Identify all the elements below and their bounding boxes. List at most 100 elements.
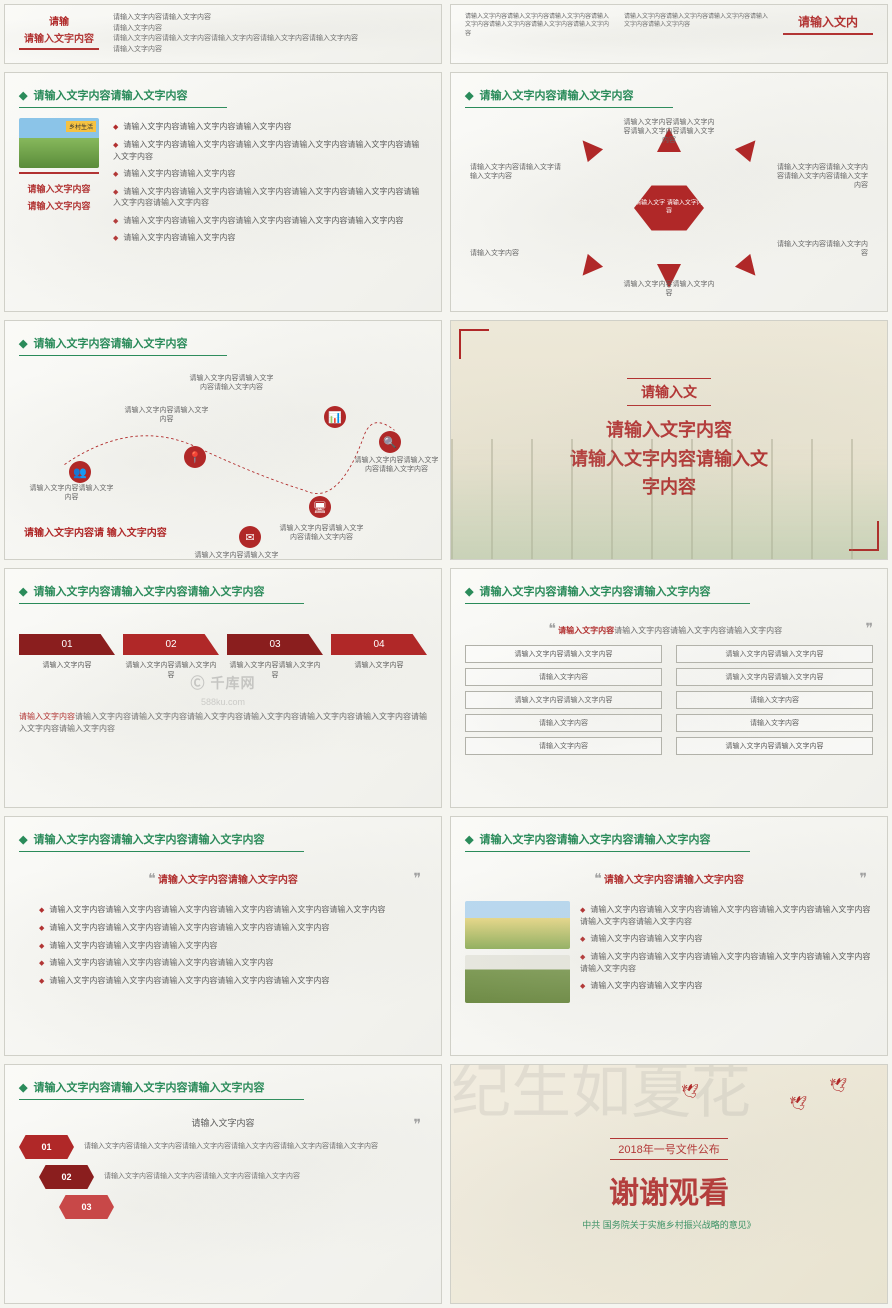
arrow-icon [575, 254, 603, 282]
section-tag: 请输入文 [627, 378, 711, 406]
slide-title: 请输入文字内容请输入文字内容 [19, 87, 227, 108]
info-box: 请输入文字内容请输入文字内容 [465, 645, 662, 663]
slide-hex-timeline: 请输入文字内容请输入文字内容请输入文字内容 请输入文字内容 ❞ 01 请输入文字内… [4, 1064, 442, 1304]
slide-hexagon-arrows: 请输入文字内容请输入文字内容 请输入文字 请输入文字内容 请输入文字内容请输入文… [450, 72, 888, 312]
path-node-icon: ✉ [239, 526, 261, 548]
bullet-item: 请输入文字内容请输入文字内容请输入文字内容请输入文字内容请输入文字内容请输入文字… [580, 948, 873, 977]
info-box: 请输入文字内容请输入文字内容 [465, 691, 662, 709]
slide-title: 请输入文字内容请输入文字内容 [19, 335, 227, 356]
slide-image-bullets: 请输入文字内容请输入文字内容 请输入文字内容 请输入文字内容 请输入文字内容请输… [4, 72, 442, 312]
slide-title: 请输入文字内容请输入文字内容请输入文字内容 [19, 1079, 304, 1100]
timeline-text: 请输入文字内容请输入文字内容请输入文字内容请输入文字内容 [104, 1172, 427, 1182]
text-col: 请输入文字内容请输入文字内容请输入文字内容请输入文字内容请输入文字内容请输入文字… [465, 13, 614, 38]
caption: 请输入文字内容请 输入文字内容 [24, 527, 167, 541]
quote: ❝ 请输入文字内容请输入文字内容 ❞ [19, 870, 427, 887]
slide-2-partial: 请输入文字内容请输入文字内容请输入文字内容请输入文字内容请输入文字内容请输入文字… [450, 4, 888, 64]
box-column: 请输入文字内容请输入文字内容请输入文字内容请输入文字内容请输入文字内容请输入文字… [465, 645, 662, 760]
step: 04 请输入文字内容 [331, 634, 427, 681]
slide-images-bullets: 请输入文字内容请输入文字内容请输入文字内容 ❝ 请输入文字内容请输入文字内容 ❞… [450, 816, 888, 1056]
sub-heading: 请输入文字内容 ❞ [19, 1116, 427, 1129]
bird-icon: 🕊 [789, 1095, 807, 1112]
info-box: 请输入文字内容 [465, 714, 662, 732]
illustration-village [19, 118, 99, 168]
path-node-label: 请输入文字内容请输入文字内容 [124, 406, 209, 424]
bullet-item: 请输入文字内容请输入文字内容请输入文字内容请输入文字内容请输入文字内容请输入文字… [39, 901, 407, 919]
path-node-label: 请输入文字内容请输入文字内容请输入文字内容 [354, 456, 439, 474]
step-label: 请输入文字内容请输入文字内容 [123, 661, 219, 681]
info-box: 请输入文字内容 [676, 691, 873, 709]
quote: ❝ 请输入文字内容请输入文字内容请输入文字内容请输入文字内容 ❞ [465, 620, 873, 637]
step-label: 请输入文字内容 [331, 661, 427, 671]
step-label: 请输入文字内容 [19, 661, 115, 671]
path-node-label: 请输入文字内容请输入文字内容请输入文字内容 [279, 524, 364, 542]
calligraphy-bg: 纪生如夏花 [451, 1065, 887, 1303]
info-box: 请输入文字内容 [465, 737, 662, 755]
step: 02 请输入文字内容请输入文字内容 [123, 634, 219, 681]
label: 请输入文内 [783, 13, 873, 35]
info-box: 请输入文字内容 [676, 714, 873, 732]
node-label: 请输入文字内容请输入文字内容 [773, 240, 868, 258]
node-label: 请输入文字内容请输入文字内容请输入文字内容请输入文字内容 [622, 118, 717, 145]
caption: 请输入文字内容 [19, 197, 99, 214]
timeline-row: 02 请输入文字内容请输入文字内容请输入文字内容请输入文字内容 [19, 1165, 427, 1189]
slide-steps: 请输入文字内容请输入文字内容请输入文字内容 01请输入文字内容02请输入文字内容… [4, 568, 442, 808]
info-box: 请输入文字内容 [465, 668, 662, 686]
path-node-label: 请输入文字内容请输入文字内容请输入文字内容 [194, 551, 279, 560]
bullet-item: 请输入文字内容请输入文字内容请输入文字内容请输入文字内容请输入文字内容请输入文字… [580, 901, 873, 930]
path-node-label: 请输入文字内容请输入文字内容请输入文字内容 [189, 374, 274, 392]
bullet-item: 请输入文字内容请输入文字内容请输入文字内容 [39, 937, 407, 955]
slide-title: 请输入文字内容请输入文字内容请输入文字内容 [465, 583, 750, 604]
quote: ❝ 请输入文字内容请输入文字内容 ❞ [465, 870, 873, 887]
slide-title: 请输入文字内容请输入文字内容 [465, 87, 673, 108]
text-col: 请输入文字内容请输入文字内容请输入文字内容请输入文字内容请输入文字内容 [624, 13, 773, 38]
node-label: 请输入文字内容请输入文字请输入文字内容 [470, 163, 565, 181]
bullet-item: 请输入文字内容请输入文字内容请输入文字内容请输入文字内容 [39, 954, 407, 972]
slide-section-divider: 请输入文 请输入文字内容 请输入文字内容请输入文 字内容 [450, 320, 888, 560]
corner-ornament [459, 329, 489, 359]
path-node-icon: 👥 [69, 461, 91, 483]
node-label: 请输入文字内容请输入文字内容 [622, 280, 717, 298]
step-tab: 01 [19, 634, 115, 655]
bullet-item: 请输入文字内容请输入文字内容请输入文字内容请输入文字内容请输入文字内容 [39, 972, 407, 990]
path-node-icon: 📍 [184, 446, 206, 468]
step: 03 请输入文字内容请输入文字内容 [227, 634, 323, 681]
bullet-list: 请输入文字内容请输入文字内容请输入文字内容请输入文字内容请输入文字内容请输入文字… [580, 901, 873, 1009]
slide-thanks: 纪生如夏花 🕊 🕊 🕊 2018年一号文件公布 谢谢观看 中共 国务院关于实施乡… [450, 1064, 888, 1304]
path-node-label: 请输入文字内容请输入文字内容 [29, 484, 114, 502]
caption: 请输入文字内容 [19, 180, 99, 197]
step-tab: 02 [123, 634, 219, 655]
step-tab: 03 [227, 634, 323, 655]
hex-badge: 01 [19, 1135, 74, 1159]
timeline-row: 01 请输入文字内容请输入文字内容请输入文字内容请输入文字内容请输入文字内容请输入… [19, 1135, 427, 1159]
illustration-field [465, 901, 570, 949]
slide-wavy-path: 请输入文字内容请输入文字内容 请输入文字内容请 输入文字内容 👥请输入文字内容请… [4, 320, 442, 560]
path-node-icon: 🔍 [379, 431, 401, 453]
section-heading: 请输入文字内容 请输入文字内容请输入文 字内容 [570, 416, 768, 502]
info-box: 请输入文字内容请输入文字内容 [676, 668, 873, 686]
label: 请输入文字内容 [19, 30, 99, 50]
bullet-item: 请输入文字内容请输入文字内容请输入文字内容请输入文字内容请输入文字内容 [39, 919, 407, 937]
label: 请输 [19, 13, 99, 28]
bullet-list: 请输入文字内容请输入文字内容请输入文字内容 请输入文字内容请输入文字内容请输入文… [113, 118, 427, 247]
step-tab: 04 [331, 634, 427, 655]
hex-badge: 02 [39, 1165, 94, 1189]
info-box: 请输入文字内容请输入文字内容 [676, 737, 873, 755]
bullet-list: 请输入文字内容请输入文字内容请输入文字内容请输入文字内容请输入文字内容请输入文字… [19, 901, 427, 990]
step-label: 请输入文字内容请输入文字内容 [227, 661, 323, 681]
step: 01 请输入文字内容 [19, 634, 115, 681]
info-box: 请输入文字内容请输入文字内容 [676, 645, 873, 663]
node-label: 请输入文字内容请输入文字内容请输入文字内容请输入文字内容 [773, 163, 868, 190]
bullet-item: 请输入文字内容请输入文字内容 [580, 977, 873, 995]
timeline-text: 请输入文字内容请输入文字内容请输入文字内容请输入文字内容请输入文字内容请输入文字… [84, 1142, 427, 1152]
arrow-icon [575, 134, 603, 162]
bird-icon: 🕊 [829, 1077, 847, 1094]
node-label: 请输入文字内容 [470, 249, 565, 258]
text-block: 请输入文字内容请输入文字内容 请输入文字内容 请输入文字内容请输入文字内容请输入… [113, 13, 427, 55]
arrow-icon [735, 134, 763, 162]
slide-quote-bullets: 请输入文字内容请输入文字内容请输入文字内容 ❝ 请输入文字内容请输入文字内容 ❞… [4, 816, 442, 1056]
arrow-icon [735, 254, 763, 282]
slide-title: 请输入文字内容请输入文字内容请输入文字内容 [19, 831, 304, 852]
path-node-icon: 📊 [324, 406, 346, 428]
hex-center: 请输入文字 请输入文字内容 [634, 186, 704, 231]
slide-quote-boxes: 请输入文字内容请输入文字内容请输入文字内容 ❝ 请输入文字内容请输入文字内容请输… [450, 568, 888, 808]
